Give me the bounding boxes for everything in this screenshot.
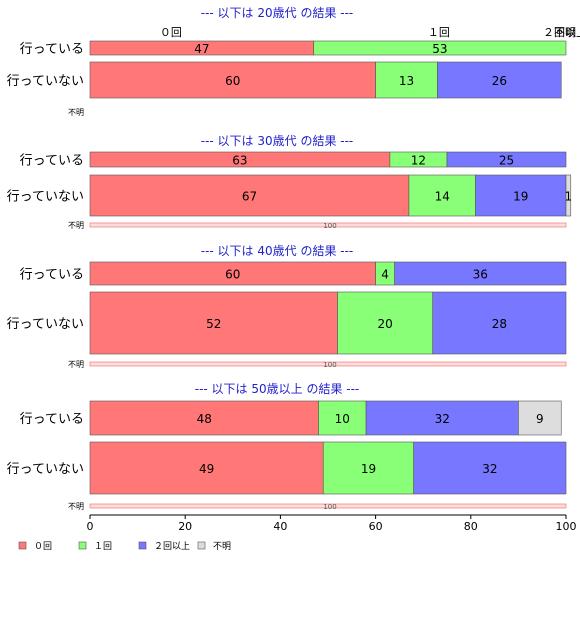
bar-value-label: 19 xyxy=(513,190,528,204)
group-title: --- 以下は 40歳代 の結果 --- xyxy=(201,244,354,258)
bar-segment-two-plus xyxy=(446,151,567,168)
bar-segment-unknown xyxy=(565,174,572,217)
group-title: --- 以下は 20歳代 の結果 --- xyxy=(201,6,354,20)
bar-segment-one xyxy=(408,174,476,217)
bar-value-label: 19 xyxy=(361,462,376,476)
bar-value-label: 53 xyxy=(432,42,447,56)
x-axis-tick-label: 0 xyxy=(87,520,94,533)
bar-value-label: 14 xyxy=(435,190,450,204)
bar-value-label: 60 xyxy=(225,74,240,88)
row-label: 行っている xyxy=(20,268,84,283)
bar-segment-zero xyxy=(89,441,324,495)
unknown-row-value: 100 xyxy=(323,222,336,230)
bar-segment-one xyxy=(318,400,367,436)
legend-swatch-unknown xyxy=(197,541,206,550)
bar-segment-two-plus xyxy=(432,291,567,355)
group-title: --- 以下は 50歳以上 の結果 --- xyxy=(195,382,360,396)
legend-swatch-one xyxy=(78,541,87,550)
bar-value-label: 13 xyxy=(399,74,414,88)
unknown-row-value: 100 xyxy=(323,503,336,511)
bar-value-label: 9 xyxy=(536,412,544,426)
legend-label: 不明 xyxy=(213,541,231,552)
bar-segment-one xyxy=(375,61,438,99)
x-axis-tick-label: 20 xyxy=(178,520,192,533)
bar-value-label: 12 xyxy=(411,154,426,168)
bar-value-label: 47 xyxy=(194,42,209,56)
legend-label: ０回 xyxy=(34,541,52,552)
legend-label: １回 xyxy=(94,541,112,552)
bar-value-label: 26 xyxy=(492,74,507,88)
bar-value-label: 52 xyxy=(206,317,221,331)
bar-segment-zero xyxy=(89,174,410,217)
bar-segment-zero xyxy=(89,291,338,355)
bar-segment-two-plus xyxy=(437,61,562,99)
bar-value-label: 67 xyxy=(242,190,257,204)
group-title: --- 以下は 30歳代 の結果 --- xyxy=(201,134,354,148)
bar-segment-two-plus xyxy=(394,261,567,286)
bar-value-label: 20 xyxy=(377,317,392,331)
bar-value-label: 25 xyxy=(499,154,514,168)
row-label: 行っている xyxy=(20,42,84,57)
x-axis-tick-label: 60 xyxy=(369,520,383,533)
row-label: 行っていない xyxy=(7,317,84,332)
x-axis-tick-label: 40 xyxy=(273,520,287,533)
row-label: 行っている xyxy=(20,154,84,169)
bar-value-label: 63 xyxy=(232,154,247,168)
row-label: 行っていない xyxy=(7,462,84,477)
legend-label: ２回以上 xyxy=(154,541,190,552)
bar-value-label: 32 xyxy=(435,412,450,426)
bar-segment-two-plus xyxy=(413,441,567,495)
unknown-row-bar xyxy=(89,361,567,367)
row-label: 行っていない xyxy=(7,74,84,89)
bar-value-label: 10 xyxy=(335,412,350,426)
unknown-row-bar xyxy=(89,222,567,228)
bar-value-label: 32 xyxy=(482,462,497,476)
legend-swatch-two-plus xyxy=(138,541,147,550)
bar-value-label: 60 xyxy=(225,268,240,282)
unknown-row-value: 100 xyxy=(323,361,336,369)
unknown-row-label: 不明 xyxy=(68,502,84,511)
row-label: 行っている xyxy=(20,412,84,427)
row-label: 行っていない xyxy=(7,190,84,205)
bar-value-label: 49 xyxy=(199,462,214,476)
unknown-row-label: 不明 xyxy=(68,221,84,230)
bar-value-label: 36 xyxy=(473,268,488,282)
x-axis-tick-label: 100 xyxy=(556,520,577,533)
legend-swatch-zero xyxy=(18,541,27,550)
bar-segment-zero xyxy=(89,400,319,436)
top-category-label: 不明 xyxy=(554,26,576,39)
bar-value-label: 1 xyxy=(565,190,573,204)
bar-segment-one xyxy=(313,40,567,56)
unknown-row-bar xyxy=(89,503,567,509)
bar-segment-two-plus xyxy=(475,174,567,217)
bar-value-label: 48 xyxy=(197,412,212,426)
bar-value-label: 28 xyxy=(492,317,507,331)
bar-segment-unknown xyxy=(518,400,562,436)
bar-segment-two-plus xyxy=(365,400,519,436)
bar-segment-one xyxy=(337,291,434,355)
unknown-row-label: 不明 xyxy=(68,108,84,117)
bar-value-label: 4 xyxy=(381,268,389,282)
top-category-label: １回 xyxy=(428,26,450,39)
x-axis-tick-label: 80 xyxy=(464,520,478,533)
top-category-label: ０回 xyxy=(160,26,182,39)
top-category-label: ２回以上 xyxy=(543,26,580,39)
unknown-row-label: 不明 xyxy=(68,360,84,369)
